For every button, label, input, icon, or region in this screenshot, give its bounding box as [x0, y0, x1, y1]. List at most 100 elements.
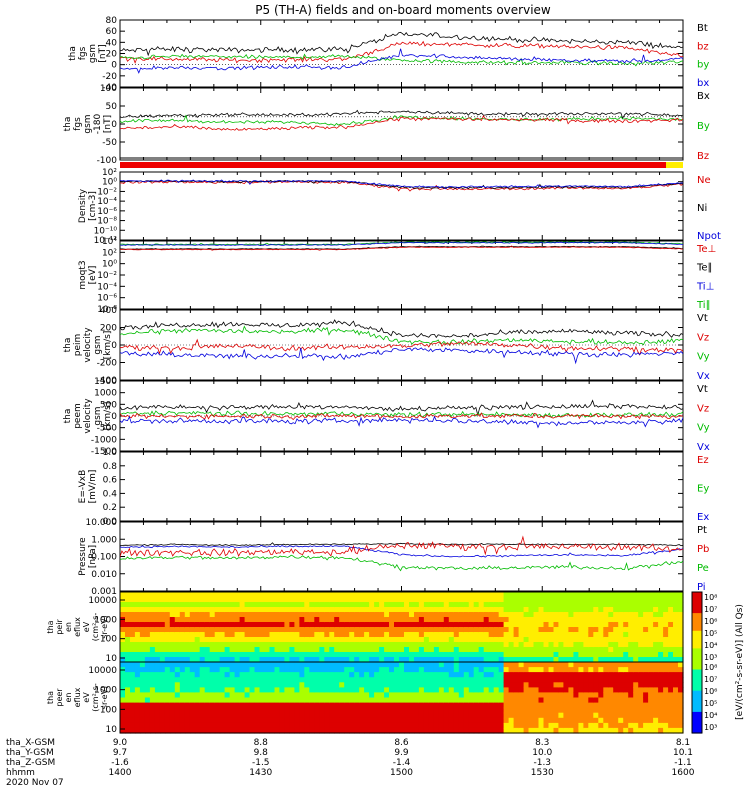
spectrogram-cell	[279, 607, 285, 613]
spectrogram-cell	[199, 607, 206, 613]
spectrogram-cell	[389, 617, 395, 623]
spectrogram-cell	[433, 667, 440, 673]
spectrogram-cell	[289, 652, 295, 658]
colorbar-tick: 10⁵	[704, 699, 717, 708]
spectrogram-cell	[139, 662, 146, 668]
spectrogram-cell	[204, 607, 211, 613]
spectrogram-cell	[404, 652, 410, 658]
spectrogram-cell	[189, 717, 196, 724]
colorbar-swatch	[692, 669, 702, 674]
spectrogram-cell	[269, 627, 276, 633]
spectrogram-cell	[409, 637, 415, 643]
spectrogram-cell	[294, 692, 300, 699]
spectrogram-cell	[548, 622, 555, 628]
spectrogram-cell	[164, 702, 171, 709]
spectrogram-cell	[219, 722, 226, 729]
status-bar-red	[120, 162, 666, 168]
spectrogram-cell	[483, 692, 490, 699]
spectrogram-cell	[558, 652, 564, 658]
spectrogram-cell	[299, 642, 305, 648]
spectrogram-cell	[199, 592, 206, 598]
spectrogram-cell	[319, 727, 325, 734]
y-axis-label: Density	[78, 188, 88, 223]
spectrogram-cell	[309, 617, 315, 623]
spectrogram-cell	[558, 622, 564, 628]
spectrogram-cell	[134, 642, 141, 648]
spectrogram-cell	[648, 717, 654, 724]
spectrogram-cell	[304, 602, 310, 608]
spectrogram-cell	[678, 707, 684, 714]
spectrogram-cell	[518, 612, 525, 618]
spectrogram-cell	[334, 627, 340, 633]
y-axis-label: E=-VxB	[78, 470, 88, 504]
spectrogram-cell	[478, 682, 485, 688]
spectrogram-cell	[189, 612, 196, 618]
spectrogram-cell	[608, 667, 614, 673]
spectrogram-cell	[125, 652, 131, 658]
spectrogram-cell	[468, 667, 475, 673]
spectrogram-cell	[678, 667, 684, 673]
spectrogram-cell	[523, 692, 530, 699]
spectrogram-cell	[384, 652, 390, 658]
spectrogram-cell	[234, 632, 241, 638]
spectrogram-cell	[468, 637, 475, 643]
y-tick-label: 0.8	[103, 462, 118, 472]
spectrogram-cell	[329, 657, 335, 663]
spectrogram-cell	[458, 622, 465, 628]
colorbar-swatch	[692, 701, 702, 706]
spectrogram-cell	[623, 637, 629, 643]
spectrogram-cell	[174, 667, 181, 673]
spectrogram-cell	[598, 597, 604, 603]
spectrogram-cell	[149, 687, 156, 694]
spectrogram-cell	[578, 592, 584, 598]
spectrogram-cell	[493, 672, 500, 678]
spectrogram-cell	[623, 657, 629, 663]
spectrogram-cell	[678, 602, 684, 608]
spectrogram-cell	[588, 622, 594, 628]
spectrogram-cell	[369, 652, 375, 658]
spectrogram-cell	[389, 647, 395, 653]
spectrogram-cell	[259, 657, 266, 663]
colorbar-swatch	[692, 711, 702, 716]
legend-label: By	[697, 121, 710, 132]
spectrogram-cell	[249, 702, 256, 709]
spectrogram-cell	[508, 652, 515, 658]
spectrogram-cell	[598, 682, 604, 688]
spectrogram-cell	[463, 722, 470, 729]
spectrogram-cell	[593, 627, 599, 633]
spectrogram-cell	[404, 672, 410, 678]
spectrogram-cell	[304, 607, 310, 613]
spectrogram-cell	[613, 687, 619, 694]
spectrogram-cell	[274, 712, 281, 719]
spectrogram-cell	[498, 592, 505, 598]
spectrogram-cell	[523, 682, 530, 688]
spectrogram-cell	[174, 597, 181, 603]
spectrogram-cell	[234, 592, 241, 598]
spectrogram-cell	[334, 617, 340, 623]
spectrogram-cell	[229, 647, 236, 653]
spectrogram-cell	[304, 717, 310, 724]
spectrogram-cell	[608, 617, 614, 623]
spectrogram-cell	[473, 652, 480, 658]
spectrogram-cell	[538, 722, 545, 729]
spectrogram-cell	[349, 662, 355, 668]
spectrogram-cell	[558, 717, 564, 724]
spectrogram-cell	[374, 657, 380, 663]
spectrogram-cell	[364, 652, 370, 658]
spectrogram-cell	[473, 642, 480, 648]
spectrogram-cell	[264, 677, 271, 683]
spectrogram-cell	[159, 727, 166, 734]
spectrogram-cell	[478, 692, 485, 699]
spectrogram-cell	[643, 662, 649, 668]
spectrogram-cell	[174, 727, 181, 734]
spectrogram-cell	[239, 662, 246, 668]
spectrogram-cell	[658, 717, 664, 724]
spectrogram-cell	[264, 622, 271, 628]
spectrogram-cell	[349, 592, 355, 598]
spectrogram-cell	[219, 602, 226, 608]
spectrogram-cell	[164, 677, 171, 683]
spectrogram-cell	[154, 662, 161, 668]
colorbar-swatch	[692, 680, 702, 685]
spectrogram-cell	[364, 597, 370, 603]
